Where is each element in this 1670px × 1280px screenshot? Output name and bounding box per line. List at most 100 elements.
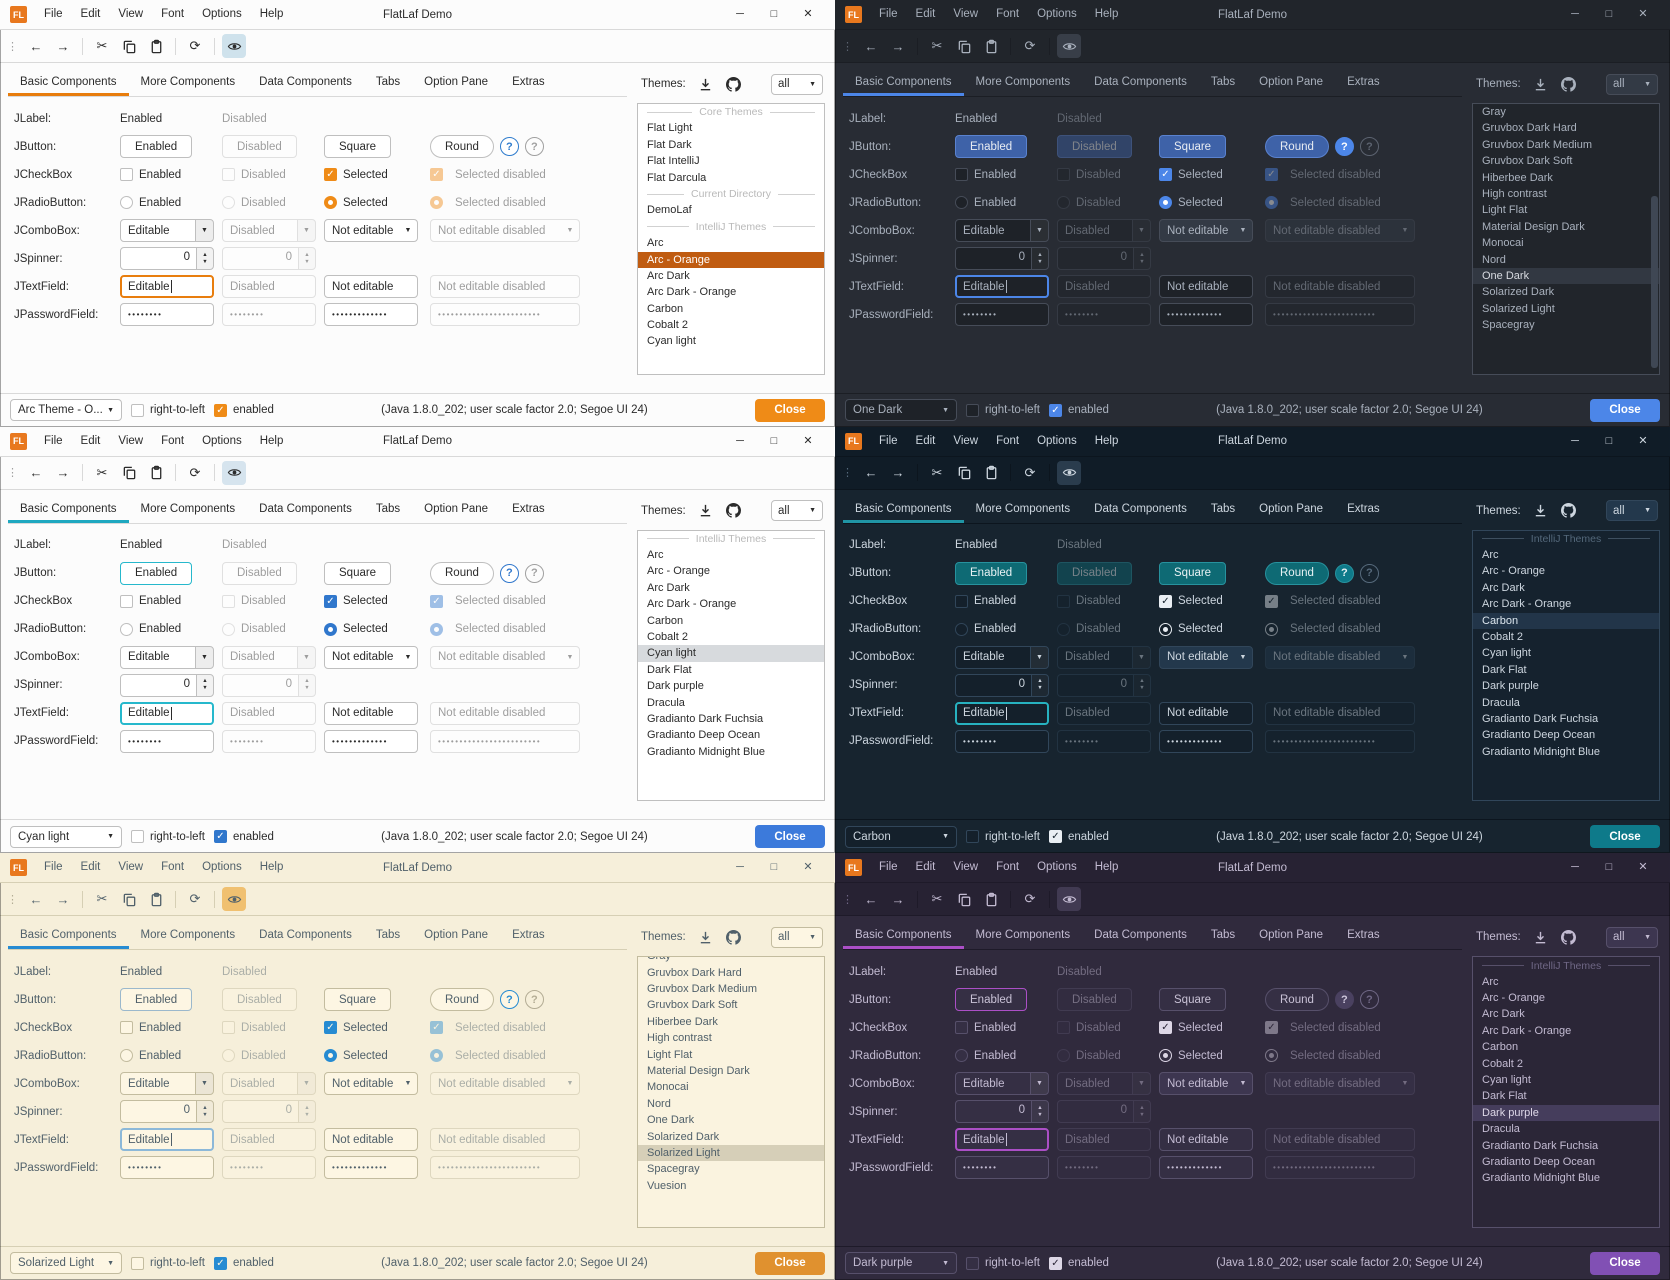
copy-icon[interactable] [952, 887, 976, 911]
combobox-editable[interactable]: Editable ▼ [120, 645, 214, 669]
enabled-option[interactable]: ✓ enabled [213, 403, 274, 417]
close-button[interactable]: Close [1590, 1251, 1660, 1275]
theme-combobox[interactable]: Solarized Light ▼ [10, 1252, 122, 1275]
paste-icon[interactable] [144, 461, 168, 485]
menu-view[interactable]: View [118, 8, 144, 20]
minimize-icon[interactable]: ─ [1571, 434, 1579, 447]
back-icon[interactable]: ← [864, 465, 878, 481]
tab-data-components[interactable]: Data Components [1094, 76, 1187, 88]
theme-combobox[interactable]: Dark purple ▼ [845, 1252, 957, 1275]
tab-basic-components[interactable]: Basic Components [843, 496, 964, 523]
radio-enabled[interactable] [120, 196, 133, 209]
theme-list-item[interactable]: Light Flat [1482, 204, 1528, 217]
minimize-icon[interactable]: ─ [736, 861, 744, 874]
forward-icon[interactable]: → [56, 465, 70, 481]
theme-list-item[interactable]: Monocai [647, 1081, 689, 1094]
close-button[interactable]: Close [755, 398, 825, 422]
spinner-enabled[interactable]: 0 ▲ ▼ [120, 1100, 214, 1124]
theme-list-item[interactable]: Carbon [647, 302, 684, 315]
checkbox-selected[interactable]: ✓ [1159, 168, 1172, 181]
enabled-checkbox[interactable]: ✓ [213, 403, 227, 417]
theme-list-item[interactable]: High contrast [647, 1032, 712, 1045]
combobox-editable[interactable]: Editable ▼ [955, 1072, 1049, 1096]
theme-list-item[interactable]: Dark Flat [1482, 663, 1527, 676]
theme-list-item[interactable]: Flat Darcula [647, 171, 707, 184]
theme-list-item[interactable]: Gray [647, 956, 671, 963]
enabled-checkbox[interactable]: ✓ [1048, 1256, 1062, 1270]
github-icon[interactable] [1560, 502, 1577, 519]
radio-selected[interactable] [324, 1049, 337, 1063]
tab-basic-components[interactable]: Basic Components [8, 922, 129, 949]
menu-file[interactable]: File [44, 861, 63, 874]
tab-tabs[interactable]: Tabs [375, 929, 401, 942]
toolbar-grip-handle[interactable]: ⋮ [842, 40, 853, 53]
maximize-icon[interactable]: □ [770, 434, 778, 447]
theme-list-item[interactable]: High contrast [1482, 187, 1547, 200]
theme-list-item[interactable]: Arc Dark [1482, 581, 1525, 594]
right-to-left-option[interactable]: right-to-left [966, 830, 1040, 844]
theme-list-item[interactable]: Gradianto Dark Fuchsia [1482, 712, 1599, 725]
forward-icon[interactable]: → [56, 891, 70, 907]
download-icon[interactable] [1532, 76, 1549, 93]
radio-selected[interactable] [1159, 1049, 1172, 1063]
enabled-button[interactable]: Enabled [120, 561, 193, 585]
checkbox-selected[interactable]: ✓ [324, 168, 337, 181]
help-button[interactable]: ? [499, 990, 519, 1010]
menu-edit[interactable]: Edit [915, 8, 936, 20]
menu-font[interactable]: Font [161, 8, 185, 20]
theme-list-item[interactable]: Gruvbox Dark Soft [647, 999, 738, 1012]
theme-list-item[interactable]: One Dark [647, 1114, 695, 1127]
theme-list-item[interactable]: Dark purple [647, 680, 704, 693]
tab-more-components[interactable]: More Components [140, 929, 236, 942]
theme-list-item[interactable]: Dark Flat [647, 663, 692, 676]
menu-options[interactable]: Options [1037, 8, 1077, 20]
theme-list-item[interactable]: Carbon [1473, 612, 1659, 629]
show-hidden-eye-icon[interactable] [1057, 887, 1081, 912]
theme-list-item[interactable]: Arc - Orange [1482, 992, 1545, 1005]
refresh-icon[interactable]: ⟳ [1024, 464, 1036, 480]
checkbox-enabled[interactable] [955, 168, 968, 181]
menu-file[interactable]: File [44, 434, 63, 447]
theme-list-item[interactable]: Gradianto Deep Ocean [647, 729, 761, 742]
theme-list-item[interactable]: Arc Dark [647, 269, 690, 282]
tab-data-components[interactable]: Data Components [259, 502, 352, 515]
theme-list-item[interactable]: Gradianto Deep Ocean [1482, 729, 1596, 742]
theme-list-item[interactable]: Flat Dark [647, 138, 692, 151]
enabled-option[interactable]: ✓ enabled [1048, 830, 1109, 844]
tab-more-components[interactable]: More Components [140, 76, 236, 88]
copy-icon[interactable] [117, 34, 141, 58]
theme-list[interactable]: Gray Gruvbox Dark Hard Gruvbox Dark Medium… [637, 956, 825, 1228]
paste-icon[interactable] [979, 887, 1003, 911]
tab-more-components[interactable]: More Components [140, 502, 236, 515]
close-window-icon[interactable]: ✕ [1638, 434, 1648, 447]
theme-list-item[interactable]: Solarized Light [638, 1145, 824, 1162]
back-icon[interactable]: ← [864, 891, 878, 907]
checkbox-enabled[interactable] [120, 168, 133, 181]
theme-list-item[interactable]: Gray [1482, 106, 1506, 118]
enabled-option[interactable]: ✓ enabled [1048, 1256, 1109, 1270]
close-window-icon[interactable]: ✕ [803, 434, 813, 447]
round-button[interactable]: Round [430, 988, 494, 1012]
download-icon[interactable] [697, 502, 714, 519]
passwordfield-enabled[interactable]: •••••••• [955, 303, 1049, 326]
combobox-not-editable[interactable]: Not editable ▼ [1159, 219, 1253, 242]
enabled-button[interactable]: Enabled [120, 988, 193, 1012]
square-button[interactable]: Square [324, 988, 392, 1012]
theme-list-item[interactable]: Arc Dark - Orange [647, 286, 737, 299]
close-button[interactable]: Close [1590, 398, 1660, 422]
help-button[interactable]: ? [1334, 563, 1354, 583]
spinner-enabled[interactable]: 0 ▲ ▼ [120, 673, 214, 697]
right-to-left-checkbox[interactable] [131, 1256, 144, 1270]
help-button[interactable]: ? [499, 563, 519, 583]
help-button[interactable]: ? [499, 137, 519, 156]
github-icon[interactable] [1560, 76, 1577, 93]
theme-list-item[interactable]: One Dark [1473, 267, 1659, 285]
right-to-left-checkbox[interactable] [966, 830, 979, 844]
theme-list-item[interactable]: Dracula [1482, 1123, 1520, 1136]
enabled-checkbox[interactable]: ✓ [1048, 403, 1062, 417]
enabled-button[interactable]: Enabled [955, 135, 1028, 158]
theme-list-item[interactable]: Gruvbox Dark Medium [647, 983, 758, 996]
maximize-icon[interactable]: □ [1605, 8, 1613, 20]
theme-list-item[interactable]: Gruvbox Dark Medium [1482, 138, 1593, 151]
show-hidden-eye-icon[interactable] [222, 460, 246, 485]
